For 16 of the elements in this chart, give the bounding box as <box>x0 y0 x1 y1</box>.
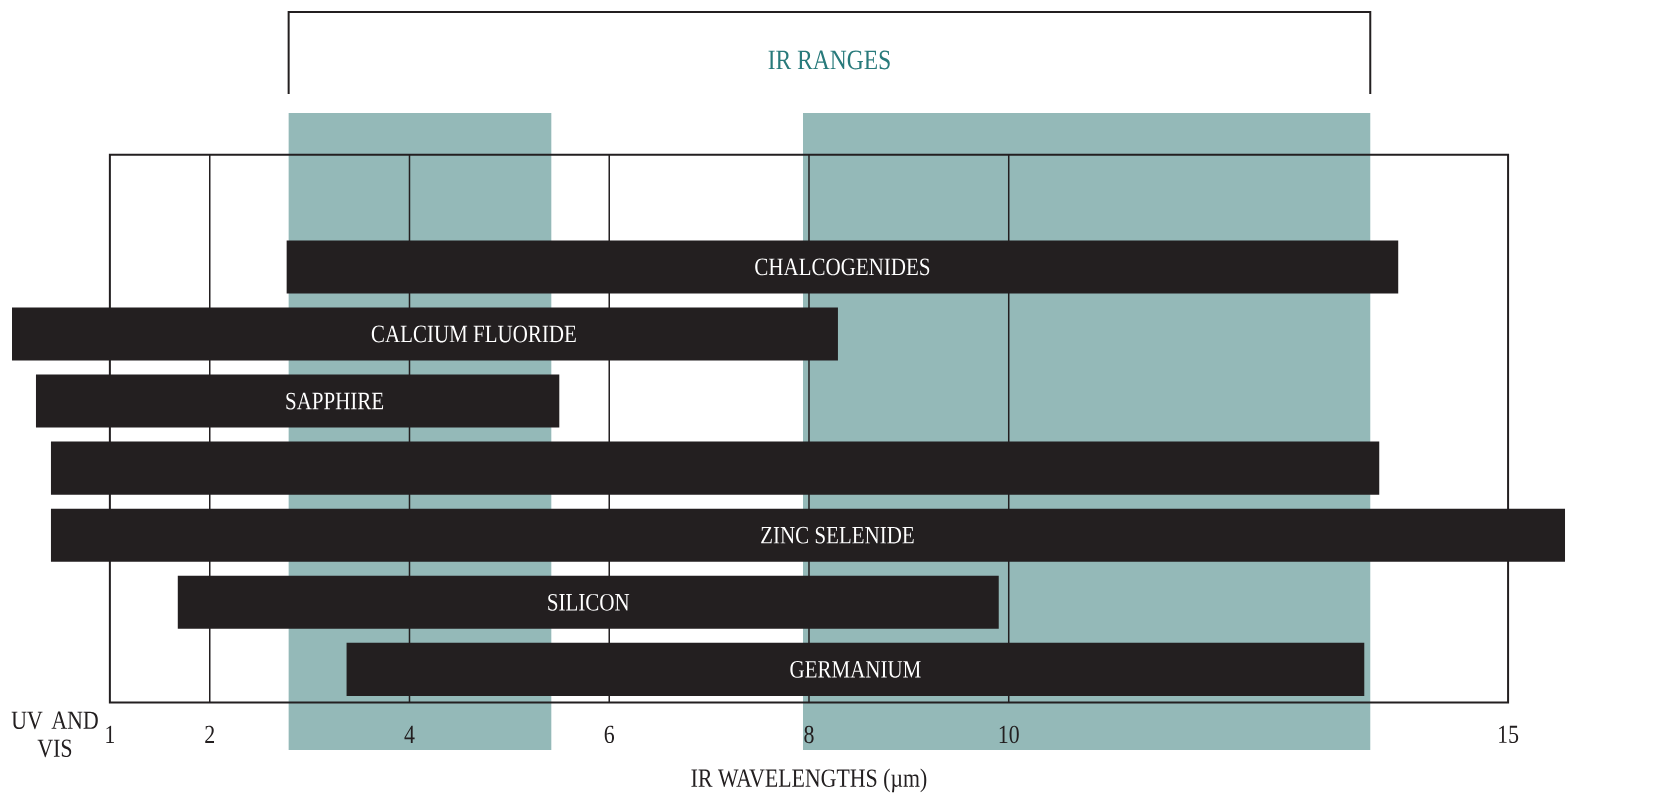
x-tick-label: 8 <box>804 725 814 744</box>
y-tick-label: SILICON <box>548 593 630 611</box>
x-tick-label: UV AND VIS <box>11 711 98 758</box>
x-tick-label: 15 <box>1499 725 1519 744</box>
x-tick-label: 1 <box>106 725 115 743</box>
text: IR RANGES <box>768 50 890 70</box>
x-axis-title: IR WAVELENGTHS (µm) <box>691 768 927 793</box>
y-tick-label: SAPPHIRE <box>286 392 384 410</box>
y-tick-label: ZINC SELENIDE <box>761 526 914 544</box>
y-tick-label: CHALCOGENIDES <box>755 258 930 276</box>
y-tick-label: GERMANIUM <box>790 660 921 678</box>
x-tick-label: 4 <box>404 725 415 743</box>
y-tick-label: CALCIUM FLUORIDE <box>371 325 576 343</box>
x-tick-label: 6 <box>604 725 615 744</box>
x-tick-label: 2 <box>205 725 215 743</box>
x-tick-label: 10 <box>999 725 1019 744</box>
